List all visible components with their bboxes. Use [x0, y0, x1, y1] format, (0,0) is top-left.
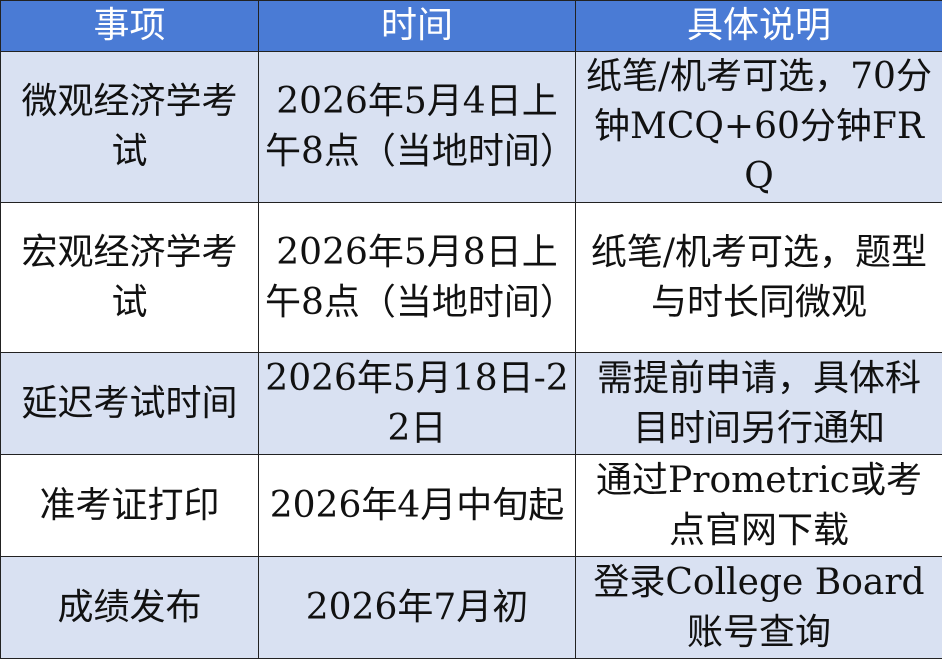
table-cell: 登录College Board账号查询: [575, 556, 942, 659]
header-cell: 时间: [258, 0, 576, 52]
table-row: 微观经济学考试 2026年5月4日上午8点（当地时间） 纸笔/机考可选，70分钟MC…: [0, 51, 942, 203]
table-cell: 纸笔/机考可选，题型与时长同微观: [575, 202, 942, 353]
table-row: 成绩发布 2026年7月初 登录College Board账号查询: [0, 556, 942, 659]
table-body: 微观经济学考试 2026年5月4日上午8点（当地时间） 纸笔/机考可选，70分钟MC…: [0, 51, 942, 659]
table-cell: 2026年4月中旬起: [258, 454, 576, 557]
table-row: 延迟考试时间 2026年5月18日-22日 需提前申请，具体科目时间另行通知: [0, 352, 942, 455]
header-row: 事项 时间 具体说明: [0, 0, 942, 52]
table-cell: 2026年5月8日上午8点（当地时间）: [258, 202, 576, 353]
table-cell: 需提前申请，具体科目时间另行通知: [575, 352, 942, 455]
table-cell: 宏观经济学考试: [0, 202, 259, 353]
header-cell: 事项: [0, 0, 259, 52]
table-cell: 2026年5月4日上午8点（当地时间）: [258, 51, 576, 203]
table-cell: 成绩发布: [0, 556, 259, 659]
table-row: 宏观经济学考试 2026年5月8日上午8点（当地时间） 纸笔/机考可选，题型与时长同…: [0, 202, 942, 353]
table-cell: 2026年5月18日-22日: [258, 352, 576, 455]
table-cell: 准考证打印: [0, 454, 259, 557]
table-cell: 微观经济学考试: [0, 51, 259, 203]
table-row: 准考证打印 2026年4月中旬起 通过Prometric或考点官网下载: [0, 454, 942, 557]
header-cell: 具体说明: [575, 0, 942, 52]
table-cell: 2026年7月初: [258, 556, 576, 659]
table-cell: 纸笔/机考可选，70分钟MCQ+60分钟FRQ: [575, 51, 942, 203]
table-cell: 延迟考试时间: [0, 352, 259, 455]
table-cell: 通过Prometric或考点官网下载: [575, 454, 942, 557]
